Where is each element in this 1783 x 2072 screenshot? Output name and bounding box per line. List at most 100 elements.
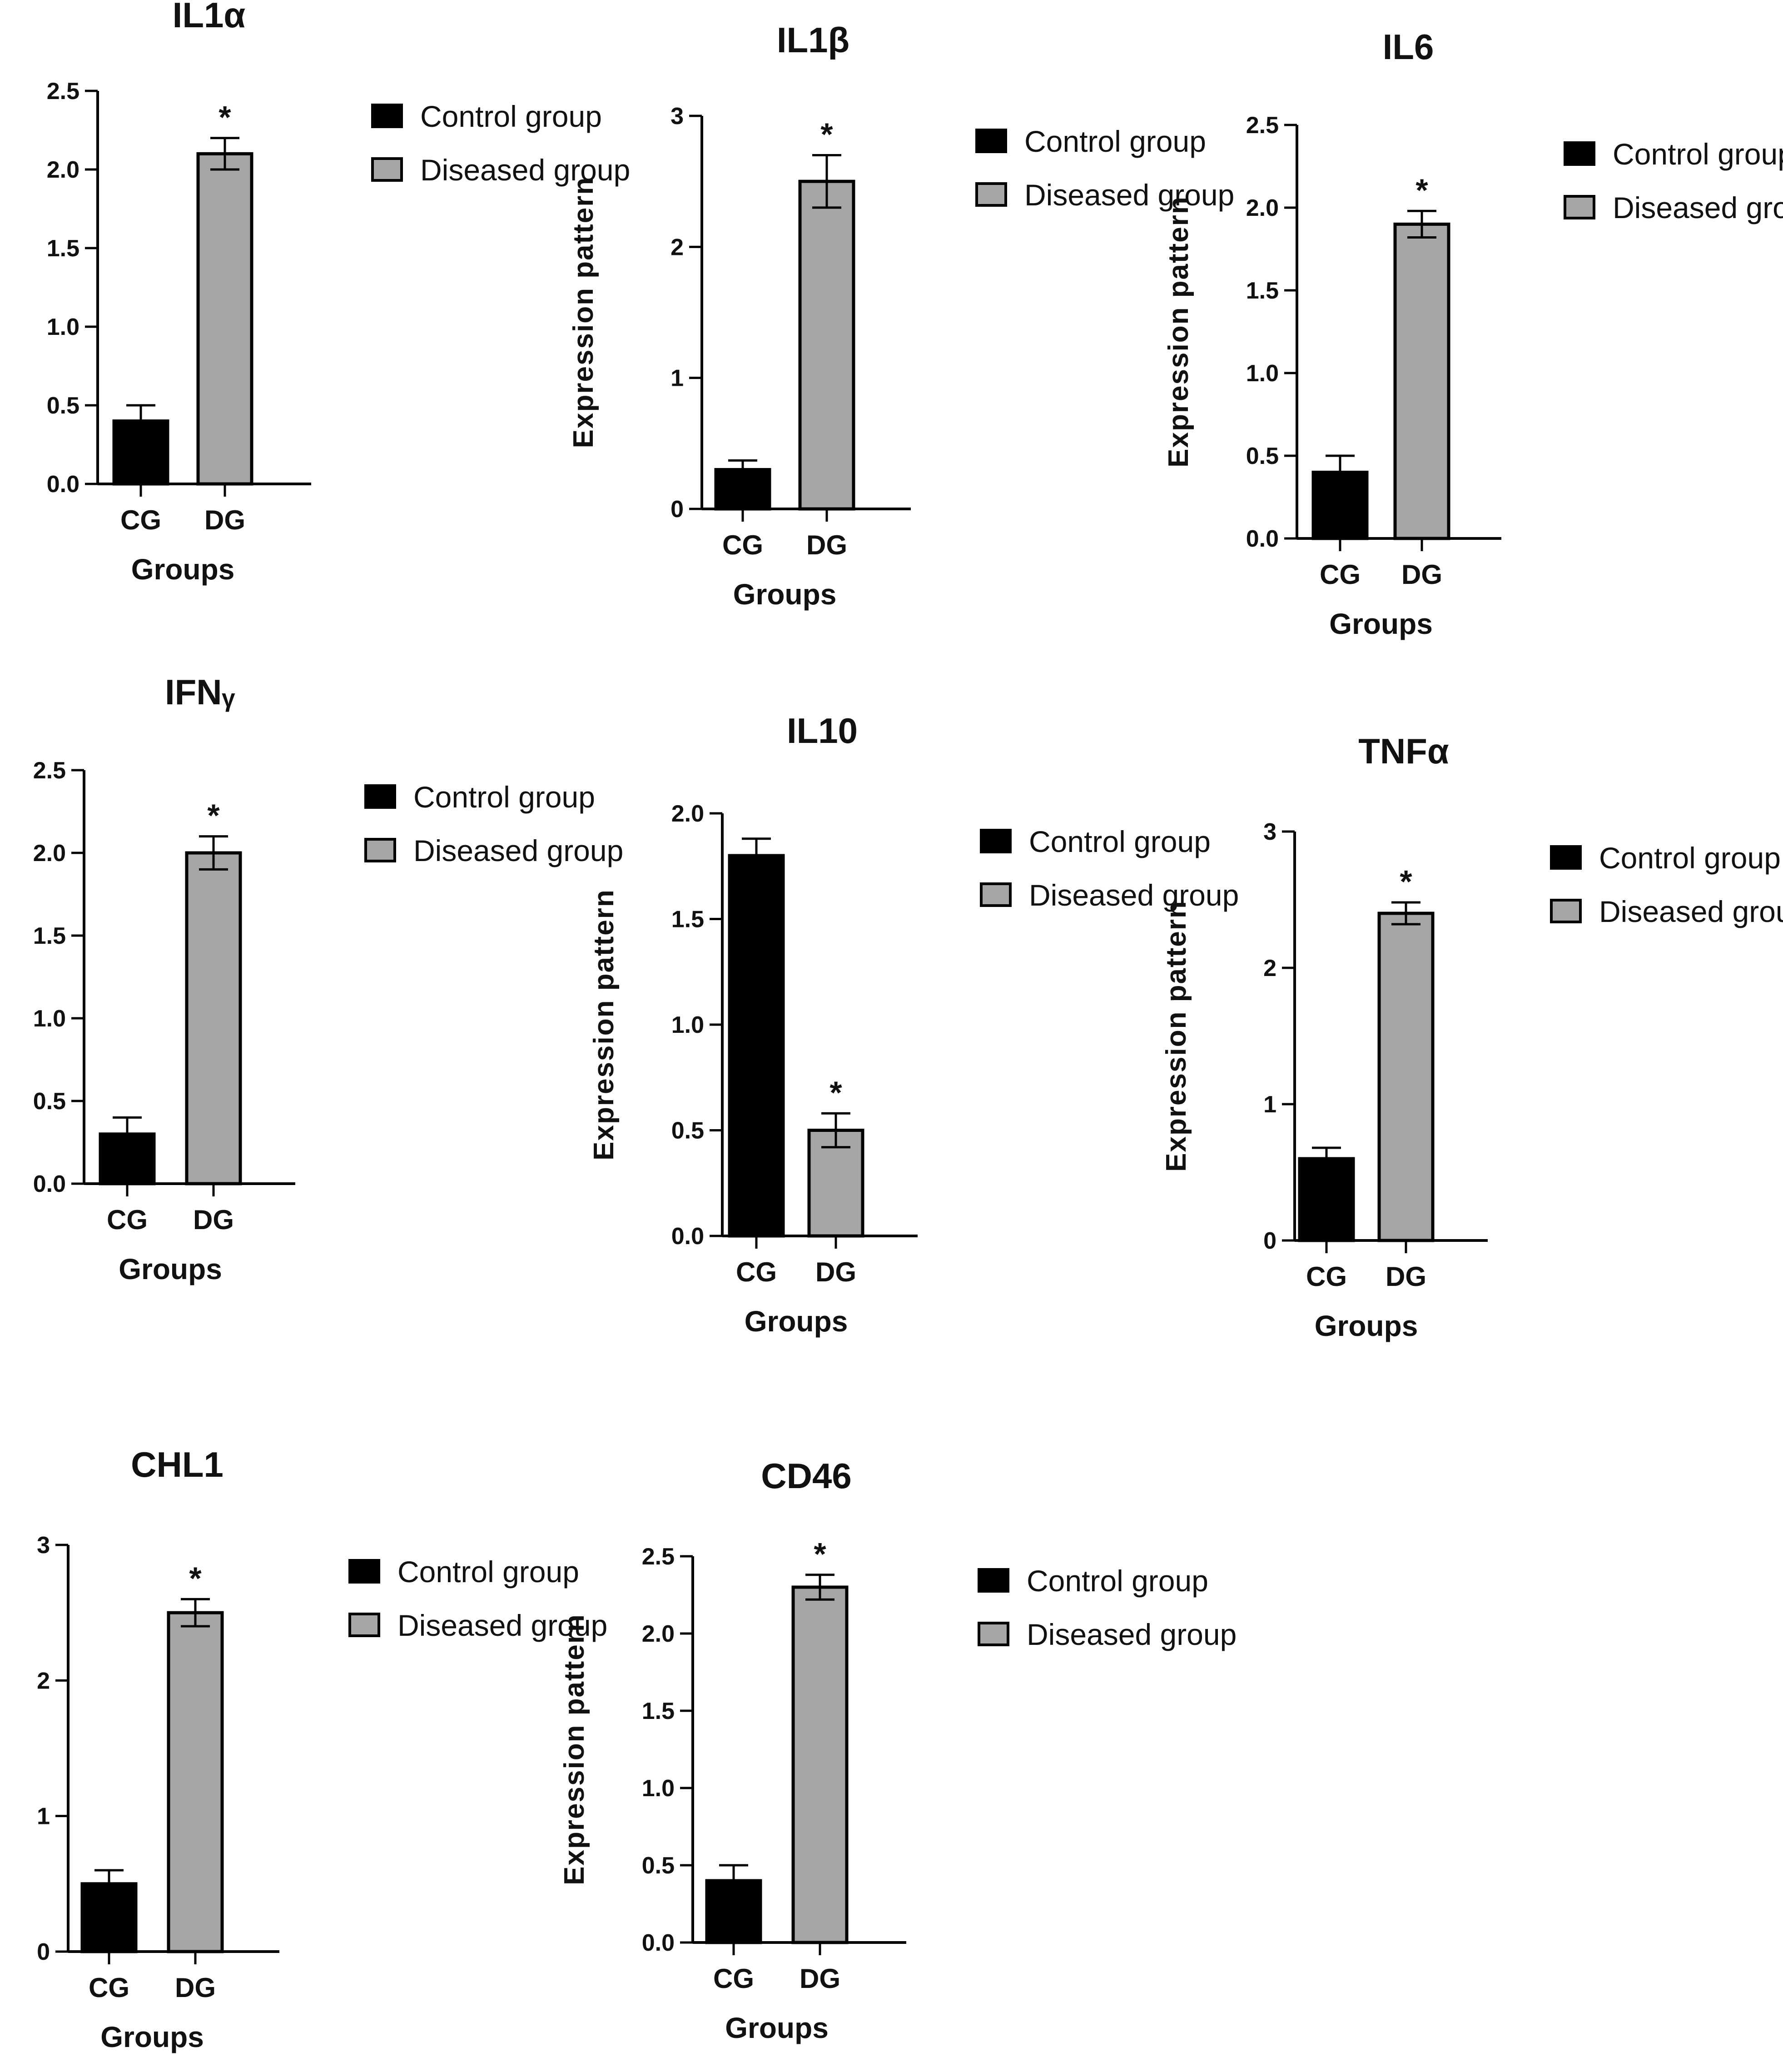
chart-title: IL1β — [777, 20, 849, 60]
y-tick-label: 3 — [670, 103, 684, 130]
bar-dg — [196, 152, 253, 486]
y-axis-label: Expression pattern — [1161, 900, 1192, 1172]
legend-label-control: Control group — [1599, 841, 1781, 875]
bar-cg — [1311, 470, 1369, 540]
y-tick-label: 0.0 — [33, 1171, 66, 1197]
chart-panel-8: CD46 0.0 0.5 1.0 1.5 2.0 2.5 CG * DG Groups Express… — [559, 1456, 1237, 2044]
y-tick-label: 2.5 — [47, 78, 79, 105]
x-axis-label: Groups — [725, 2012, 829, 2044]
x-tick-label: DG — [1401, 559, 1442, 590]
legend-swatch-control — [364, 784, 396, 809]
y-axis-label: Expression pattern — [568, 177, 599, 448]
bar-cg — [80, 1882, 138, 1953]
legend-label-control: Control group — [1029, 825, 1211, 858]
y-tick-label: 2.0 — [47, 157, 79, 183]
y-tick-label: 2.0 — [671, 801, 704, 827]
chart-title: CHL1 — [131, 1444, 223, 1484]
y-tick-label: 0.5 — [642, 1853, 675, 1879]
y-tick-label: 0 — [1263, 1228, 1276, 1254]
y-tick-label: 0 — [670, 496, 684, 523]
y-tick-label: 0.5 — [671, 1118, 704, 1144]
chart-panel-4: IFNᵧ 0.0 0.5 1.0 1.5 2.0 2.5 CG * DG Groups Express… — [33, 672, 624, 1285]
chart-title: IL1α — [173, 0, 246, 35]
y-axis-label: Expression pattern — [559, 1614, 590, 1885]
legend-swatch-diseased — [1550, 899, 1582, 923]
y-tick-label: 1.5 — [47, 235, 79, 262]
x-tick-label: CG — [89, 1972, 129, 2003]
y-tick-label: 1.0 — [642, 1775, 675, 1802]
x-tick-label: CG — [736, 1257, 777, 1287]
legend-swatch-diseased — [348, 1613, 380, 1637]
y-tick-label: 1 — [1263, 1091, 1276, 1118]
legend-swatch-control — [978, 1568, 1009, 1593]
legend-label-control: Control group — [1024, 125, 1206, 158]
y-tick-label: 2.5 — [1246, 112, 1279, 139]
legend-label-diseased: Diseased group — [1029, 878, 1239, 912]
legend-label-control: Control group — [1027, 1564, 1208, 1598]
x-axis-label: Groups — [745, 1305, 848, 1338]
chart-panel-1: IL1α 0.0 0.5 1.0 1.5 2.0 2.5 CG * DG Groups Express… — [47, 0, 631, 586]
y-tick-label: 0.0 — [1246, 526, 1279, 552]
y-tick-label: 1.0 — [1246, 360, 1279, 387]
y-tick-label: 2.0 — [33, 840, 66, 867]
y-tick-label: 0.5 — [47, 393, 79, 419]
x-tick-label: CG — [107, 1205, 148, 1235]
x-axis-label: Groups — [131, 553, 235, 586]
x-tick-label: DG — [204, 505, 245, 535]
bar-cg — [1298, 1157, 1355, 1242]
bar-cg — [705, 1879, 762, 1944]
bar-dg — [167, 1611, 224, 1953]
legend-swatch-control — [975, 129, 1007, 153]
legend-label-control: Control group — [397, 1555, 579, 1589]
legend-label-diseased: Diseased group — [1024, 178, 1234, 212]
y-tick-label: 1 — [37, 1803, 50, 1830]
legend-swatch-diseased — [980, 882, 1012, 907]
y-tick-label: 2.5 — [33, 757, 66, 784]
legend-swatch-control — [1550, 845, 1582, 870]
chart-title: TNFα — [1358, 731, 1449, 771]
legend-label-diseased: Diseased group — [420, 153, 630, 187]
x-tick-label: DG — [193, 1205, 234, 1235]
y-tick-label: 3 — [1263, 819, 1276, 845]
y-tick-label: 0 — [37, 1939, 50, 1965]
legend-label-diseased: Diseased group — [1613, 191, 1783, 224]
significance-marker: * — [219, 100, 231, 135]
chart-title: IL6 — [1383, 27, 1434, 67]
significance-marker: * — [207, 798, 220, 833]
legend-label-control: Control group — [1613, 137, 1783, 171]
legend-swatch-control — [1564, 141, 1595, 166]
significance-marker: * — [820, 117, 833, 152]
legend-label-diseased: Diseased group — [1027, 1618, 1237, 1651]
y-axis-label: Expression pattern — [588, 889, 620, 1161]
legend-label-control: Control group — [420, 100, 602, 133]
legend-label-control: Control group — [413, 780, 595, 814]
x-axis-label: Groups — [733, 578, 837, 611]
significance-marker: * — [829, 1075, 842, 1110]
legend-swatch-diseased — [1564, 195, 1595, 219]
x-tick-label: CG — [713, 1963, 754, 1994]
chart-title: IFNᵧ — [165, 672, 235, 712]
legend-label-diseased: Diseased group — [397, 1609, 607, 1642]
y-tick-label: 2 — [37, 1668, 50, 1694]
y-tick-label: 0.0 — [47, 471, 79, 498]
y-tick-label: 2.5 — [642, 1544, 675, 1570]
legend-swatch-control — [980, 829, 1012, 853]
legend-swatch-diseased — [978, 1622, 1009, 1646]
chart-panel-3: IL6 0.0 0.5 1.0 1.5 2.0 2.5 CG * DG Groups Expressi… — [1163, 27, 1783, 640]
x-tick-label: CG — [722, 530, 763, 560]
x-axis-label: Groups — [100, 2021, 204, 2053]
legend-swatch-control — [348, 1559, 380, 1584]
chart-title: IL10 — [787, 711, 858, 751]
y-tick-label: 1.5 — [33, 923, 66, 949]
bar-cg — [112, 419, 169, 486]
bar-dg — [1393, 222, 1450, 540]
y-tick-label: 0.5 — [1246, 443, 1279, 469]
chart-panel-5: IL10 0.0 0.5 1.0 1.5 2.0 CG * DG Groups Expression… — [588, 711, 1239, 1338]
significance-marker: * — [1400, 864, 1412, 899]
bar-cg — [728, 854, 785, 1238]
y-tick-label: 2.0 — [1246, 195, 1279, 221]
bar-cg — [99, 1132, 156, 1185]
x-tick-label: CG — [1320, 559, 1361, 590]
legend-swatch-diseased — [364, 838, 396, 862]
